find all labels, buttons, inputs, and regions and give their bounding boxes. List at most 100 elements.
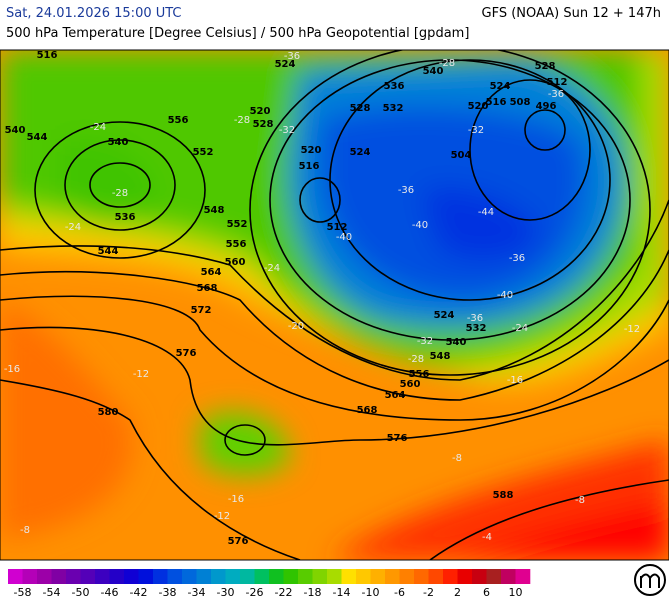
height-label: 568 — [197, 283, 218, 294]
colorbar-label: -58 — [14, 586, 32, 599]
colorbar-swatch — [254, 569, 270, 584]
colorbar-swatch — [66, 569, 81, 584]
temperature-label: -36 — [284, 51, 300, 62]
colorbar-swatch — [327, 569, 342, 584]
height-label: 528 — [350, 103, 371, 114]
height-label: 572 — [191, 305, 212, 316]
height-label: 552 — [193, 147, 214, 158]
colorbar-swatch — [80, 569, 96, 584]
colorbar-label: -34 — [188, 586, 206, 599]
height-label: 552 — [227, 219, 248, 230]
height-label: 540 — [446, 337, 467, 348]
colorbar-swatch — [283, 569, 299, 584]
height-label: 544 — [27, 132, 48, 143]
temperature-label: -8 — [20, 525, 30, 536]
colorbar-swatch — [51, 569, 67, 584]
colorbar-swatch — [196, 569, 212, 584]
title: 500 hPa Temperature [Degree Celsius] / 5… — [6, 26, 470, 41]
height-label: 560 — [400, 379, 421, 390]
height-label: 576 — [387, 433, 408, 444]
temperature-label: -16 — [228, 494, 244, 505]
colorbar-swatch — [443, 569, 458, 584]
height-label: 556 — [168, 115, 189, 126]
temperature-label: -4 — [482, 532, 492, 543]
colorbar-swatch — [153, 569, 168, 584]
height-label: 528 — [253, 119, 274, 130]
colorbar-label: -38 — [159, 586, 177, 599]
height-label: 516 — [37, 50, 58, 61]
colorbar-swatch — [515, 569, 531, 584]
height-label: 520 — [301, 145, 322, 156]
height-label: 540 — [5, 125, 26, 136]
height-label: 568 — [357, 405, 378, 416]
logo-mark — [640, 573, 660, 588]
temperature-label: -28 — [439, 58, 455, 69]
temperature-label: -12 — [624, 324, 640, 335]
temperature-label: -16 — [4, 364, 20, 375]
colorbar-swatch — [341, 569, 357, 584]
height-label: 576 — [228, 536, 249, 547]
height-label: 556 — [409, 369, 430, 380]
height-label: 540 — [423, 66, 444, 77]
height-label: 516 — [486, 97, 507, 108]
colorbar-swatch — [486, 569, 502, 584]
colorbar-swatch — [109, 569, 125, 584]
height-label: 548 — [204, 205, 225, 216]
colorbar-label: 10 — [509, 586, 523, 599]
colorbar-label: -30 — [217, 586, 235, 599]
temperature-label: -32 — [417, 336, 433, 347]
colorbar-label: 2 — [454, 586, 461, 599]
height-label: 536 — [115, 212, 136, 223]
colorbar-swatch — [298, 569, 313, 584]
height-contours — [0, 50, 669, 560]
colorbar-swatch — [501, 569, 516, 584]
height-label: 564 — [201, 267, 222, 278]
height-label: 548 — [430, 351, 451, 362]
colorbar-swatch — [182, 569, 197, 584]
temperature-field — [0, 50, 669, 560]
height-label: 508 — [510, 97, 531, 108]
height-label: 512 — [327, 222, 348, 233]
temperature-label: -12 — [133, 369, 149, 380]
height-label: 588 — [493, 490, 514, 501]
colorbar-label: -26 — [246, 586, 264, 599]
temperature-label: -40 — [497, 290, 513, 301]
temperature-label: -32 — [468, 125, 484, 136]
temperature-label: -36 — [548, 89, 564, 100]
height-label: 536 — [384, 81, 405, 92]
temperature-label: -36 — [398, 185, 414, 196]
height-label: 576 — [176, 348, 197, 359]
temperature-label: -8 — [575, 495, 585, 506]
colorbar-label: -42 — [130, 586, 148, 599]
temperature-label: -28 — [408, 354, 424, 365]
temperature-label: -36 — [467, 313, 483, 324]
colorbar-swatch — [138, 569, 154, 584]
height-label: 504 — [451, 150, 472, 161]
height-label: 532 — [466, 323, 487, 334]
colorbar-label: -6 — [394, 586, 405, 599]
temperature-label: -24 — [512, 323, 528, 334]
height-label: 540 — [108, 137, 129, 148]
height-label: 528 — [535, 61, 556, 72]
temperature-label: -24 — [65, 222, 81, 233]
height-label: 496 — [536, 101, 557, 112]
height-label: 524 — [350, 147, 371, 158]
colorbar-label: -46 — [101, 586, 119, 599]
height-label: 516 — [299, 161, 320, 172]
colorbar-swatch — [225, 569, 241, 584]
map-frame — [0, 49, 669, 561]
temperature-label: -8 — [452, 453, 462, 464]
temperature-label: -12 — [214, 511, 230, 522]
colorbar-swatch — [211, 569, 226, 584]
colorbar-swatch — [167, 569, 183, 584]
temperature-label: -40 — [336, 232, 352, 243]
colorbar-swatch — [356, 569, 371, 584]
height-label: 532 — [383, 103, 404, 114]
height-label: 520 — [250, 106, 271, 117]
colorbar-swatch — [472, 569, 487, 584]
colorbar-swatch — [37, 569, 52, 584]
temperature-label: -16 — [507, 375, 523, 386]
colorbar-label: -14 — [333, 586, 351, 599]
